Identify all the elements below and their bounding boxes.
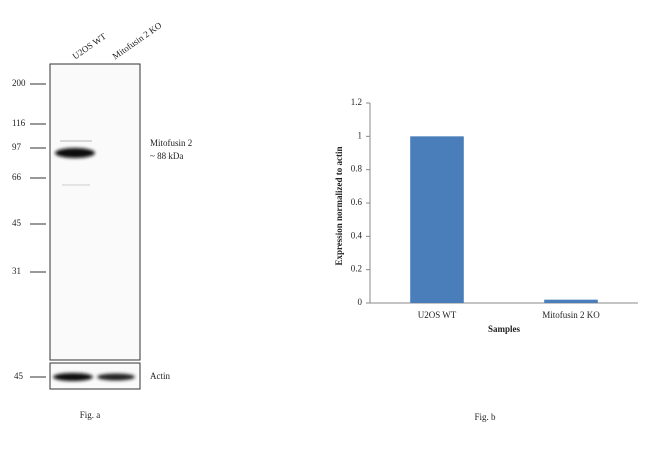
y-tick-label: 0.6 xyxy=(351,197,363,207)
actin-label: Actin xyxy=(150,371,170,381)
y-tick-label: 1.2 xyxy=(351,97,362,107)
y-tick-label: 0.2 xyxy=(351,264,362,274)
x-axis-label: Samples xyxy=(488,324,521,334)
bar xyxy=(544,299,598,303)
marker-label: 200 xyxy=(12,78,26,88)
actin-band xyxy=(97,373,135,381)
y-tick-label: 0.4 xyxy=(351,230,363,240)
western-blot: U2OS WT Mitofusin 2 KO 200 116 97 66 45 31 45… xyxy=(12,20,192,420)
caption: Fig. a xyxy=(80,410,101,420)
bar-chart: Expression normalized to actin Samples F… xyxy=(334,97,638,422)
y-axis-label: Expression normalized to actin xyxy=(334,146,344,265)
marker-label: 45 xyxy=(14,371,24,381)
caption: Fig. b xyxy=(474,412,496,422)
marker-ladder: 200 116 97 66 45 31 xyxy=(12,78,46,276)
lane-label: U2OS WT xyxy=(71,31,109,62)
marker-label: 45 xyxy=(12,218,22,228)
marker-label: 66 xyxy=(12,172,22,182)
x-tick-label: U2OS WT xyxy=(418,310,457,320)
marker-label: 31 xyxy=(12,266,21,276)
x-tick-label: Mitofusin 2 KO xyxy=(542,310,600,320)
band-size: ~ 88 kDa xyxy=(150,151,183,161)
y-tick-label: 0.8 xyxy=(351,164,363,174)
marker-label: 97 xyxy=(12,142,22,152)
blot-panel xyxy=(49,63,141,361)
y-tick-label: 0 xyxy=(358,297,363,307)
actin-band xyxy=(53,373,93,381)
bar xyxy=(410,136,464,303)
lane-label: Mitofusin 2 KO xyxy=(111,20,164,61)
marker-label: 116 xyxy=(12,118,26,128)
y-tick-label: 1 xyxy=(358,130,363,140)
band-label: Mitofusin 2 xyxy=(150,138,192,148)
band xyxy=(55,148,95,158)
